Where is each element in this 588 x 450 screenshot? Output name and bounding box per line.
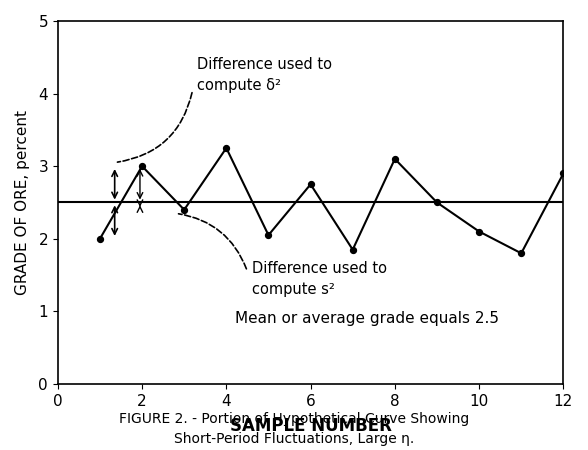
Y-axis label: GRADE OF ORE, percent: GRADE OF ORE, percent	[15, 110, 30, 295]
Point	[95, 235, 105, 243]
Point	[390, 155, 400, 162]
Point	[516, 250, 526, 257]
Point	[222, 144, 231, 152]
Point	[432, 199, 442, 206]
Point	[138, 162, 147, 170]
Point	[348, 246, 358, 253]
Text: Difference used to
compute s²: Difference used to compute s²	[252, 261, 386, 297]
Text: Difference used to
compute δ²: Difference used to compute δ²	[197, 58, 332, 94]
Point	[559, 170, 568, 177]
Point	[475, 228, 484, 235]
Text: Mean or average grade equals 2.5: Mean or average grade equals 2.5	[235, 311, 499, 326]
Point	[306, 181, 315, 188]
X-axis label: SAMPLE NUMBER: SAMPLE NUMBER	[230, 417, 392, 435]
Text: FIGURE 2. - Portion of Hypothetical Curve Showing
Short-Period Fluctuations, Lar: FIGURE 2. - Portion of Hypothetical Curv…	[119, 412, 469, 446]
Point	[264, 232, 273, 239]
Point	[179, 206, 189, 213]
